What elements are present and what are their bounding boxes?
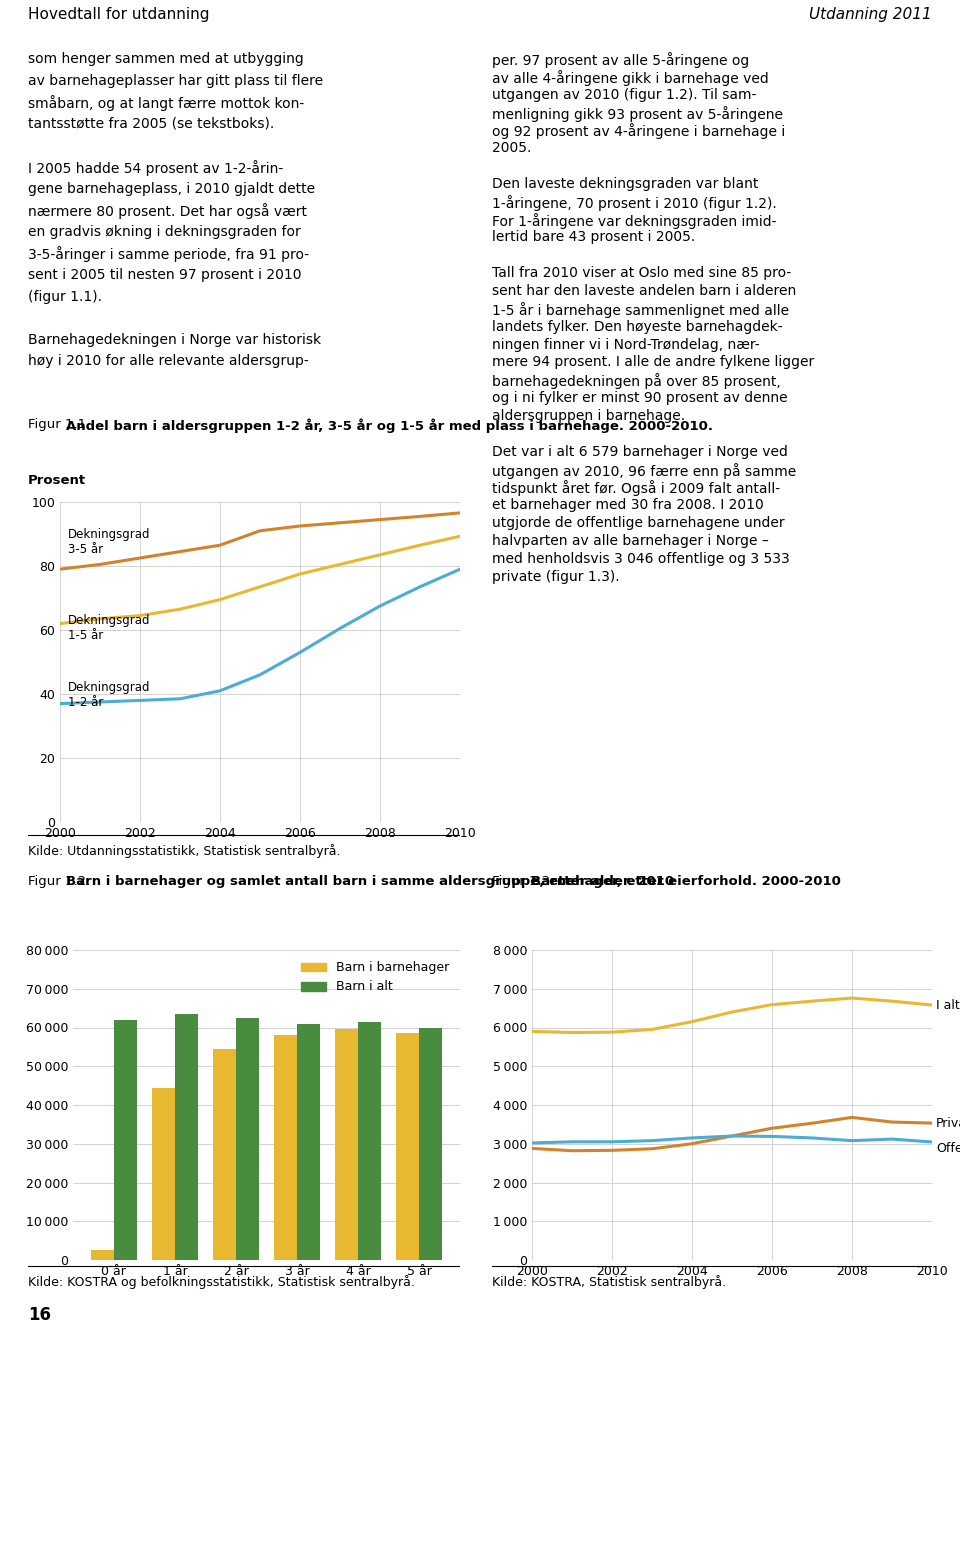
Text: og i ni fylker er minst 90 prosent av denne: og i ni fylker er minst 90 prosent av de…: [492, 391, 787, 405]
Text: barnehagedekningen på over 85 prosent,: barnehagedekningen på over 85 prosent,: [492, 374, 780, 389]
Text: Kilde: KOSTRA, Statistisk sentralbyrå.: Kilde: KOSTRA, Statistisk sentralbyrå.: [492, 1275, 726, 1289]
Text: 3-5-åringer i samme periode, fra 91 pro-: 3-5-åringer i samme periode, fra 91 pro-: [28, 246, 309, 263]
Text: Barnehager, etter eierforhold. 2000-2010: Barnehager, etter eierforhold. 2000-2010: [531, 874, 841, 888]
Bar: [274, 1035, 297, 1261]
Text: utgangen av 2010, 96 færre enn på samme: utgangen av 2010, 96 færre enn på samme: [492, 462, 796, 479]
Text: Barnehagedekningen i Norge var historisk: Barnehagedekningen i Norge var historisk: [28, 332, 322, 346]
Text: Dekningsgrad
3-5 år: Dekningsgrad 3-5 år: [68, 528, 151, 556]
Text: For 1-åringene var dekningsgraden imid-: For 1-åringene var dekningsgraden imid-: [492, 213, 777, 229]
Text: Tall fra 2010 viser at Oslo med sine 85 pro-: Tall fra 2010 viser at Oslo med sine 85 …: [492, 266, 791, 280]
Text: utgjorde de offentlige barnehagene under: utgjorde de offentlige barnehagene under: [492, 516, 784, 530]
Text: som henger sammen med at utbygging: som henger sammen med at utbygging: [28, 53, 303, 66]
Bar: [358, 1021, 381, 1261]
Text: Den laveste dekningsgraden var blant: Den laveste dekningsgraden var blant: [492, 178, 758, 192]
Text: utgangen av 2010 (figur 1.2). Til sam-: utgangen av 2010 (figur 1.2). Til sam-: [492, 88, 756, 102]
Text: 16: 16: [28, 1306, 51, 1324]
Text: 1-åringene, 70 prosent i 2010 (figur 1.2).: 1-åringene, 70 prosent i 2010 (figur 1.2…: [492, 195, 777, 210]
Text: et barnehager med 30 fra 2008. I 2010: et barnehager med 30 fra 2008. I 2010: [492, 497, 764, 513]
Text: av barnehageplasser har gitt plass til flere: av barnehageplasser har gitt plass til f…: [28, 74, 324, 88]
Text: 2005.: 2005.: [492, 141, 532, 154]
Text: høy i 2010 for alle relevante aldersgrup-: høy i 2010 for alle relevante aldersgrup…: [28, 354, 309, 368]
Text: Andel barn i aldersgruppen 1-2 år, 3-5 år og 1-5 år med plass i barnehage. 2000-: Andel barn i aldersgruppen 1-2 år, 3-5 å…: [66, 419, 713, 433]
Text: Det var i alt 6 579 barnehager i Norge ved: Det var i alt 6 579 barnehager i Norge v…: [492, 445, 788, 459]
Text: Hovedtall for utdanning: Hovedtall for utdanning: [28, 8, 209, 23]
Text: nærmere 80 prosent. Det har også vært: nærmere 80 prosent. Det har også vært: [28, 204, 307, 219]
Text: Kilde: KOSTRA og befolkningsstatistikk, Statistisk sentralbyrå.: Kilde: KOSTRA og befolkningsstatistikk, …: [28, 1275, 415, 1289]
Text: landets fylker. Den høyeste barnehagdek-: landets fylker. Den høyeste barnehagdek-: [492, 320, 782, 334]
Bar: [175, 1014, 198, 1261]
Text: ningen finner vi i Nord-Trøndelag, nær-: ningen finner vi i Nord-Trøndelag, nær-: [492, 338, 759, 352]
Bar: [90, 1250, 114, 1261]
Text: per. 97 prosent av alle 5-åringene og: per. 97 prosent av alle 5-åringene og: [492, 53, 749, 68]
Text: sent i 2005 til nesten 97 prosent i 2010: sent i 2005 til nesten 97 prosent i 2010: [28, 267, 301, 283]
Bar: [297, 1024, 321, 1261]
Text: av alle 4-åringene gikk i barnehage ved: av alle 4-åringene gikk i barnehage ved: [492, 70, 769, 87]
Text: tidspunkt året før. Også i 2009 falt antall-: tidspunkt året før. Også i 2009 falt ant…: [492, 480, 780, 496]
Legend: Barn i barnehager, Barn i alt: Barn i barnehager, Barn i alt: [296, 956, 454, 998]
Text: Prosent: Prosent: [28, 474, 86, 487]
Bar: [420, 1027, 443, 1261]
Text: lertid bare 43 prosent i 2005.: lertid bare 43 prosent i 2005.: [492, 230, 695, 244]
Text: Offentlige: Offentlige: [936, 1142, 960, 1156]
Text: Utdanning 2011: Utdanning 2011: [809, 8, 932, 23]
Text: Figur 1.2.: Figur 1.2.: [28, 874, 94, 888]
Text: og 92 prosent av 4-åringene i barnehage i: og 92 prosent av 4-åringene i barnehage …: [492, 124, 785, 139]
Text: aldersgruppen i barnehage.: aldersgruppen i barnehage.: [492, 409, 685, 423]
Text: Barn i barnehager og samlet antall barn i samme aldersgruppe, etter alder. 2010: Barn i barnehager og samlet antall barn …: [66, 874, 674, 888]
Text: private (figur 1.3).: private (figur 1.3).: [492, 570, 619, 584]
Bar: [152, 1088, 175, 1261]
Text: Figur 1.3.: Figur 1.3.: [492, 874, 559, 888]
Text: (figur 1.1).: (figur 1.1).: [28, 289, 102, 304]
Text: gene barnehageplass, i 2010 gjaldt dette: gene barnehageplass, i 2010 gjaldt dette: [28, 182, 315, 196]
Text: Kilde: Utdanningsstatistikk, Statistisk sentralbyrå.: Kilde: Utdanningsstatistikk, Statistisk …: [28, 844, 341, 857]
Bar: [213, 1049, 236, 1261]
Text: halvparten av alle barnehager i Norge –: halvparten av alle barnehager i Norge –: [492, 535, 769, 548]
Text: 1-5 år i barnehage sammenlignet med alle: 1-5 år i barnehage sammenlignet med alle: [492, 301, 789, 318]
Text: mere 94 prosent. I alle de andre fylkene ligger: mere 94 prosent. I alle de andre fylkene…: [492, 355, 814, 369]
Text: I alt: I alt: [936, 998, 960, 1012]
Text: Private: Private: [936, 1117, 960, 1129]
Text: I 2005 hadde 54 prosent av 1-2-årin-: I 2005 hadde 54 prosent av 1-2-årin-: [28, 161, 283, 176]
Text: Figur 1.1.: Figur 1.1.: [28, 419, 94, 431]
Text: med henholdsvis 3 046 offentlige og 3 533: med henholdsvis 3 046 offentlige og 3 53…: [492, 552, 790, 565]
Bar: [335, 1029, 358, 1261]
Text: sent har den laveste andelen barn i alderen: sent har den laveste andelen barn i alde…: [492, 284, 796, 298]
Bar: [396, 1034, 420, 1261]
Text: Dekningsgrad
1-5 år: Dekningsgrad 1-5 år: [68, 613, 151, 643]
Text: Dekningsgrad
1-2 år: Dekningsgrad 1-2 år: [68, 681, 151, 709]
Text: tantsstøtte fra 2005 (se tekstboks).: tantsstøtte fra 2005 (se tekstboks).: [28, 117, 275, 131]
Bar: [114, 1020, 137, 1261]
Text: menligning gikk 93 prosent av 5-åringene: menligning gikk 93 prosent av 5-åringene: [492, 105, 783, 122]
Text: en gradvis økning i dekningsgraden for: en gradvis økning i dekningsgraden for: [28, 226, 300, 239]
Bar: [236, 1018, 259, 1261]
Text: småbarn, og at langt færre mottok kon-: småbarn, og at langt færre mottok kon-: [28, 96, 304, 111]
